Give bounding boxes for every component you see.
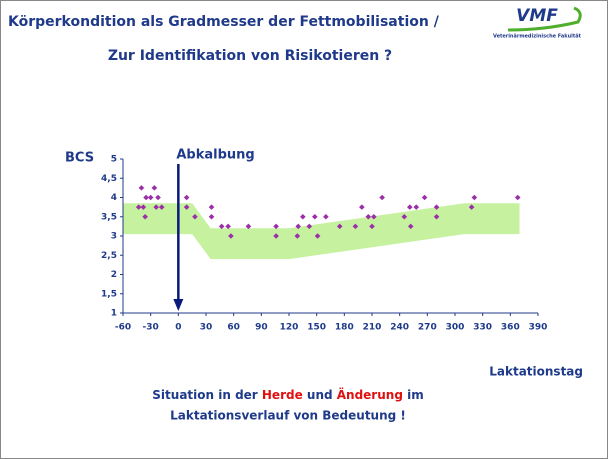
y-tick-label: 4 — [111, 193, 117, 203]
point — [407, 204, 413, 210]
point — [407, 223, 414, 230]
point — [218, 223, 225, 230]
point — [379, 194, 385, 201]
x-tick-label: 360 — [501, 323, 520, 333]
logo-swoosh — [507, 6, 582, 32]
footer-segment: Herde — [262, 388, 303, 402]
point — [208, 204, 215, 210]
point — [468, 204, 475, 210]
x-axis-label: Laktationstag — [489, 365, 583, 379]
title-line2: Zur Identifikation von Risikotieren ? — [108, 48, 392, 64]
x-tick-label: 90 — [255, 323, 268, 333]
footer-segment: im — [403, 388, 424, 402]
point — [151, 185, 158, 191]
x-tick-label: 120 — [280, 323, 299, 333]
x-tick-label: 270 — [418, 323, 437, 333]
point — [295, 223, 302, 230]
x-tick-label: -60 — [115, 323, 131, 333]
reference-band — [123, 203, 520, 260]
y-tick-label: 5 — [111, 155, 117, 165]
point — [371, 213, 377, 220]
logo: VMF Veterinärmedizinische Fakultät — [493, 6, 582, 40]
logo-text: VMF — [516, 6, 558, 26]
x-tick-label: 60 — [227, 323, 240, 333]
point — [359, 204, 365, 210]
x-tick-label: 300 — [446, 323, 465, 333]
x-tick-label: 0 — [175, 323, 181, 333]
annotation-label: Abkalbung — [176, 148, 254, 163]
footer-line1: Situation in der Herde und Änderung im — [152, 387, 423, 402]
y-tick-label: 3 — [111, 232, 117, 242]
point — [514, 194, 521, 201]
y-tick-label: 4,5 — [101, 174, 117, 184]
y-axis-label: BCS — [65, 151, 94, 166]
title-line1: Körperkondition als Gradmesser der Fettm… — [8, 14, 440, 30]
footer-segment: und — [303, 388, 337, 402]
point — [369, 223, 375, 230]
x-tick-label: 210 — [363, 323, 382, 333]
point — [183, 194, 190, 201]
point — [208, 213, 215, 220]
point — [143, 194, 149, 201]
point — [153, 204, 159, 210]
point — [323, 213, 329, 220]
point — [192, 213, 198, 220]
annotation-arrowhead — [173, 299, 184, 311]
footer-segment: Situation in der — [152, 388, 262, 402]
point — [158, 204, 165, 210]
point — [135, 204, 142, 210]
logo-subtitle: Veterinärmedizinische Fakultät — [493, 34, 582, 40]
point — [147, 194, 154, 201]
point — [273, 233, 279, 239]
point — [225, 223, 231, 230]
footer-segment: Änderung — [337, 387, 403, 402]
point — [306, 223, 313, 230]
point — [228, 233, 234, 239]
x-tick-label: -30 — [143, 323, 159, 333]
point — [183, 204, 190, 210]
point — [142, 213, 148, 220]
x-tick-label: 180 — [335, 323, 354, 333]
point — [433, 213, 440, 220]
x-tick-label: 330 — [473, 323, 492, 333]
point — [413, 204, 420, 210]
x-tick-label: 390 — [529, 323, 548, 333]
footer-line2: Laktationsverlauf von Bedeutung ! — [170, 409, 406, 423]
point — [365, 213, 372, 220]
x-tick-label: 30 — [200, 323, 213, 333]
y-tick-label: 2,5 — [101, 251, 117, 261]
point — [401, 213, 408, 220]
point — [138, 185, 145, 191]
point — [471, 194, 478, 201]
point — [314, 233, 321, 239]
point — [433, 204, 440, 210]
point — [273, 223, 279, 230]
y-tick-label: 2 — [111, 270, 117, 280]
point — [421, 194, 428, 201]
point — [352, 223, 359, 230]
y-tick-label: 3,5 — [101, 212, 117, 222]
point — [300, 213, 306, 220]
point — [155, 194, 161, 201]
point — [336, 223, 343, 230]
x-tick-label: 150 — [307, 323, 326, 333]
point — [294, 233, 301, 239]
y-tick-label: 1,5 — [101, 289, 117, 299]
point — [312, 213, 318, 220]
y-tick-label: 1 — [111, 309, 117, 319]
point — [245, 223, 252, 230]
x-tick-label: 240 — [390, 323, 409, 333]
point — [140, 204, 147, 210]
